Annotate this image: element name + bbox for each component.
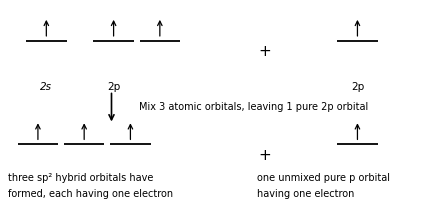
Text: formed, each having one electron: formed, each having one electron — [9, 188, 174, 198]
Text: 2p: 2p — [351, 81, 364, 91]
Text: +: + — [259, 147, 271, 162]
Text: having one electron: having one electron — [257, 188, 354, 198]
Text: Mix 3 atomic orbitals, leaving 1 pure 2p orbital: Mix 3 atomic orbitals, leaving 1 pure 2p… — [139, 102, 368, 112]
Text: +: + — [259, 44, 271, 59]
Text: three sp² hybrid orbitals have: three sp² hybrid orbitals have — [9, 172, 154, 182]
Text: 2p: 2p — [107, 81, 120, 91]
Text: one unmixed pure p orbital: one unmixed pure p orbital — [257, 172, 390, 182]
Text: 2s: 2s — [40, 81, 52, 91]
